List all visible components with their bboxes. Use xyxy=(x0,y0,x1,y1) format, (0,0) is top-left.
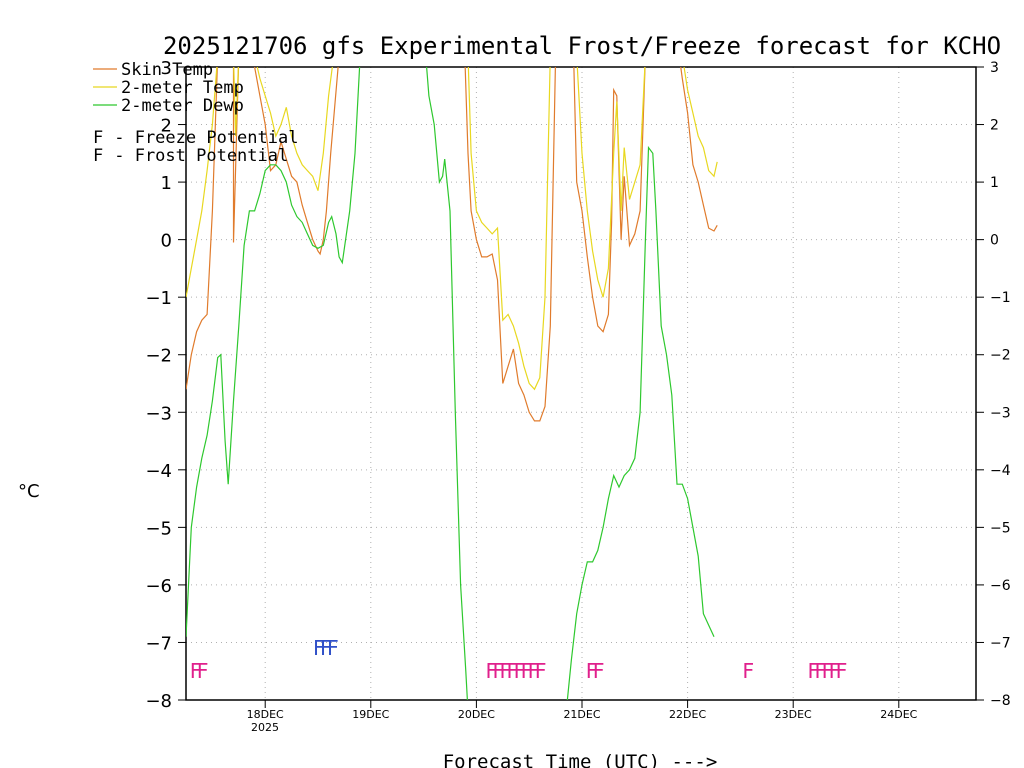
y-tick-label-right: −3 xyxy=(990,405,1011,421)
series-line xyxy=(186,67,218,390)
y-tick-label: −2 xyxy=(145,346,172,367)
y-tick-label-right: 2 xyxy=(990,118,999,134)
series-line xyxy=(256,67,333,191)
x-tick-label: 18DEC xyxy=(247,708,284,721)
y-tick-label-right: −4 xyxy=(990,463,1011,479)
y-tick-label: 0 xyxy=(161,231,172,252)
y-tick-label-right: −1 xyxy=(990,290,1011,306)
y-tick-label: 1 xyxy=(161,173,172,194)
y-tick-label-right: −6 xyxy=(990,578,1011,594)
series-line xyxy=(683,67,718,178)
series-line xyxy=(680,67,718,232)
freeze-marker: F xyxy=(742,659,753,683)
legend-freeze-label: - Freeze Potential xyxy=(104,128,298,148)
y-tick-label-right: 3 xyxy=(990,60,999,76)
x-axis: 18DEC 19DEC 20DEC 21DEC 22DEC 23DEC 24DEC xyxy=(247,700,918,721)
freeze-marker: FF xyxy=(190,659,208,683)
y-tick-label: −4 xyxy=(145,461,172,482)
y-tick-label-right: −7 xyxy=(990,635,1011,651)
y-tick-label-right: −5 xyxy=(990,520,1011,536)
y-tick-label: −5 xyxy=(145,518,172,539)
series-line xyxy=(254,67,339,256)
y-axis-left: −8 −7 −6 −5 −4 −3 −2 −1 0 1 2 3 xyxy=(145,58,186,712)
plot-frame xyxy=(185,66,977,701)
series-line xyxy=(186,67,361,637)
series-line xyxy=(566,145,715,700)
series-2-meter-dewp xyxy=(186,67,715,700)
legend-label-skin: Skin Temp xyxy=(121,60,213,80)
gridlines xyxy=(186,67,976,700)
y-tick-label: −3 xyxy=(145,403,172,424)
x-axis-label: Forecast Time (UTC) ---> xyxy=(443,751,718,768)
y-tick-label: −1 xyxy=(145,288,172,309)
series-line xyxy=(426,67,468,700)
series-lines xyxy=(186,67,718,700)
series-line xyxy=(232,67,240,243)
legend-label-dewp: 2-meter Dewp xyxy=(121,96,244,116)
series-line xyxy=(233,67,239,137)
freeze-marker: FFFFF xyxy=(807,659,846,683)
chart-title: 2025121706 gfs Experimental Frost/Freeze… xyxy=(163,32,1001,60)
x-tick-label: 19DEC xyxy=(352,708,389,721)
y-axis-right: −8 −7 −6 −5 −4 −3 −2 −1 0 1 2 3 xyxy=(976,60,1011,709)
legend: Skin Temp 2-meter Temp 2-meter Dewp F - … xyxy=(93,60,298,166)
x-tick-label: 22DEC xyxy=(669,708,706,721)
series-2-meter-temp xyxy=(186,67,718,391)
x-tick-label: 21DEC xyxy=(563,708,600,721)
y-tick-label: −8 xyxy=(145,691,172,712)
legend-frost-symbol: F xyxy=(93,146,103,166)
series-skin-temp xyxy=(186,67,718,422)
y-tick-label: 3 xyxy=(161,58,172,79)
y-tick-label: 2 xyxy=(161,116,172,137)
legend-freeze-symbol: F xyxy=(93,128,103,148)
y-tick-label: −7 xyxy=(145,633,172,654)
x-year-label: 2025 xyxy=(251,721,279,734)
series-line xyxy=(573,67,646,333)
y-tick-label: −6 xyxy=(145,576,172,597)
x-tick-label: 23DEC xyxy=(775,708,812,721)
x-tick-label: 24DEC xyxy=(880,708,917,721)
frost-marker: FFF xyxy=(313,636,338,660)
freeze-marker: FF xyxy=(586,659,604,683)
legend-frost-label: - Frost Potential xyxy=(104,146,288,166)
x-tick-label: 20DEC xyxy=(458,708,495,721)
series-line xyxy=(576,67,646,298)
y-tick-label-right: 0 xyxy=(990,233,999,249)
potential-markers: FF FFFFFFFF FF F FFFFFFFF xyxy=(190,636,852,683)
series-line xyxy=(464,67,556,422)
series-line xyxy=(467,67,551,391)
freeze-marker: FFFFFFFF xyxy=(485,659,545,683)
y-tick-label-right: −2 xyxy=(990,348,1011,364)
y-tick-label-right: 1 xyxy=(990,175,999,191)
legend-label-temp: 2-meter Temp xyxy=(121,78,244,98)
series-line xyxy=(186,67,218,298)
y-tick-label-right: −8 xyxy=(990,693,1011,709)
y-axis-unit: °C xyxy=(18,481,40,502)
